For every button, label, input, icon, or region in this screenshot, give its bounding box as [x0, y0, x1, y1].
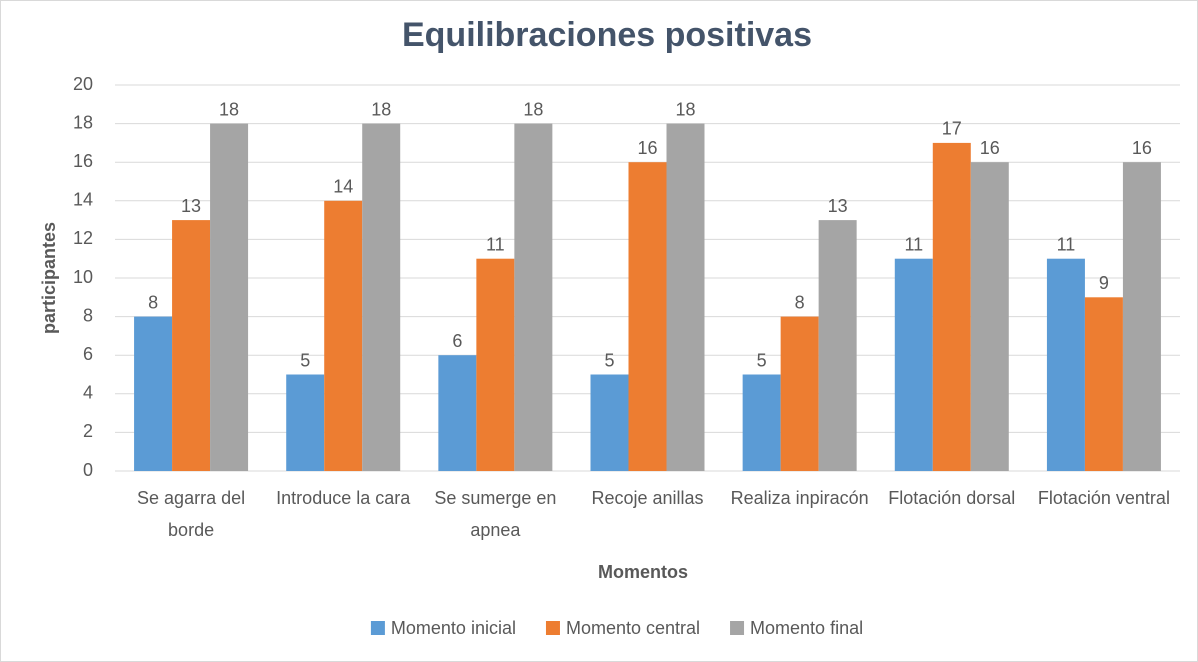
bar — [210, 123, 249, 471]
legend-item: Momento inicial — [370, 618, 516, 638]
bar — [894, 258, 933, 471]
y-tick-label: 14 — [73, 190, 93, 210]
bar — [1122, 162, 1161, 471]
data-label: 11 — [486, 234, 505, 254]
bar — [742, 374, 781, 471]
data-label: 18 — [523, 99, 543, 119]
bar — [970, 162, 1009, 471]
data-label: 6 — [452, 331, 462, 351]
y-tick-label: 2 — [83, 421, 93, 441]
data-label: 16 — [637, 138, 657, 158]
data-label: 13 — [828, 196, 848, 216]
bar — [1084, 297, 1123, 471]
bar — [324, 200, 363, 472]
x-axis-label: Momentos — [598, 562, 688, 582]
legend-item: Momento final — [730, 618, 863, 638]
y-tick-label: 12 — [73, 228, 93, 248]
bar — [1046, 258, 1085, 471]
legend-swatch — [370, 621, 385, 635]
chart-title: Equilibraciones positivas — [402, 16, 812, 54]
data-label: 11 — [1057, 234, 1076, 254]
y-tick-label: 8 — [83, 305, 93, 325]
legend-swatch — [545, 621, 560, 635]
legend-label: Momento final — [750, 618, 863, 638]
x-tick-label: Se sumerge en apnea — [434, 488, 556, 540]
data-label: 5 — [300, 350, 310, 370]
y-tick-label: 18 — [73, 112, 93, 132]
bar — [590, 374, 629, 471]
data-label: 16 — [980, 138, 1000, 158]
data-label: 18 — [219, 99, 239, 119]
x-tick-label: Realiza inpiracón — [731, 488, 869, 508]
data-label: 8 — [148, 292, 158, 312]
x-tick-label: Recoje anillas — [591, 488, 703, 508]
x-tick-label: Introduce la cara — [276, 488, 411, 508]
y-tick-label: 20 — [73, 74, 93, 94]
legend-item: Momento central — [545, 618, 700, 638]
data-label: 8 — [795, 292, 805, 312]
bar — [362, 123, 401, 471]
data-label: 17 — [942, 119, 962, 139]
bar — [818, 220, 857, 471]
bar — [172, 220, 211, 471]
legend-label: Momento central — [566, 618, 700, 638]
bar — [476, 258, 515, 471]
y-tick-label: 0 — [83, 460, 93, 480]
x-tick-label: Flotación ventral — [1038, 488, 1170, 508]
bar — [438, 355, 477, 471]
bar — [134, 316, 173, 471]
y-tick-label: 4 — [83, 383, 93, 403]
bar — [666, 123, 705, 471]
y-axis-label: participantes — [39, 222, 59, 334]
y-tick-label: 6 — [83, 344, 93, 364]
data-label: 14 — [333, 177, 353, 197]
bar — [286, 374, 325, 471]
bar — [514, 123, 553, 471]
x-tick-label: Se agarra del borde — [137, 488, 245, 540]
x-tick-label: Flotación dorsal — [888, 488, 1015, 508]
data-label: 9 — [1099, 273, 1109, 293]
y-tick-label: 16 — [73, 151, 93, 171]
data-label: 16 — [1132, 138, 1152, 158]
data-label: 11 — [904, 234, 923, 254]
bar — [628, 162, 667, 471]
bar — [780, 316, 819, 471]
legend-swatch — [730, 621, 745, 635]
legend-label: Momento inicial — [391, 618, 516, 638]
data-label: 18 — [371, 99, 391, 119]
y-tick-label: 10 — [73, 267, 93, 287]
data-label: 18 — [675, 99, 695, 119]
data-label: 5 — [604, 350, 614, 370]
bar — [932, 142, 971, 471]
data-label: 13 — [181, 196, 201, 216]
data-label: 5 — [757, 350, 767, 370]
